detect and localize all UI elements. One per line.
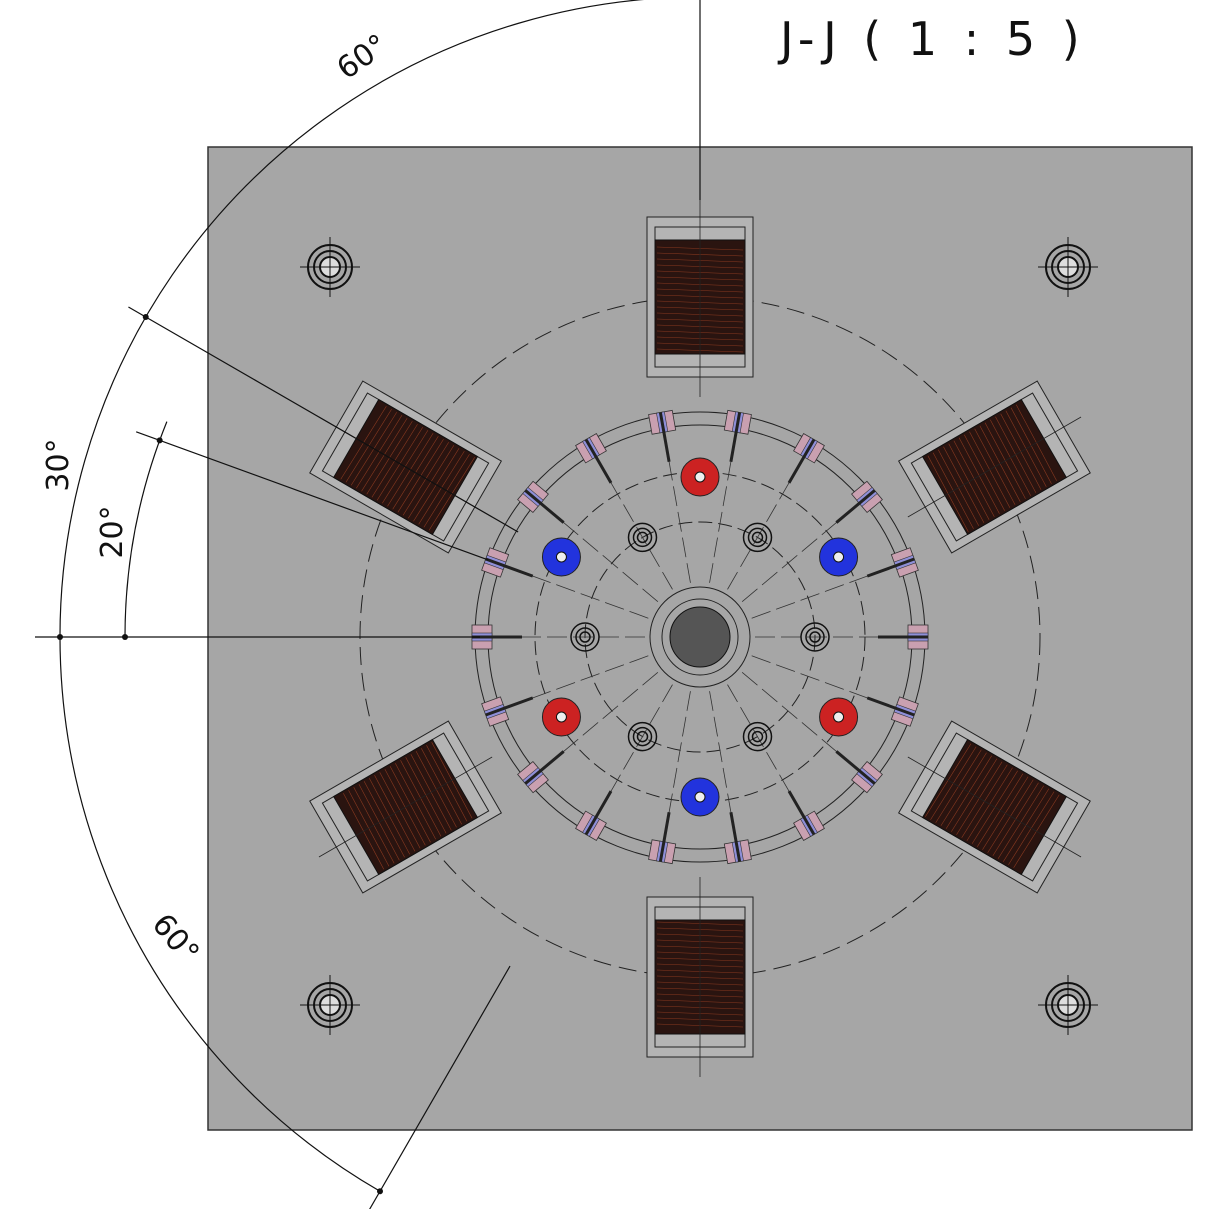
extension-line [135, 431, 489, 561]
hole-core [555, 711, 567, 723]
pin [524, 489, 565, 524]
inner-bolt [627, 522, 658, 553]
extension-line [128, 306, 519, 533]
pin [787, 438, 816, 484]
clamp [481, 547, 534, 578]
coil [309, 720, 503, 894]
clamp [866, 547, 919, 578]
ring [649, 586, 751, 688]
arrow [377, 1188, 383, 1195]
inner-bolt [747, 726, 768, 747]
inner-bolt [809, 631, 821, 643]
pin [835, 489, 876, 524]
inner-bolt [632, 726, 653, 747]
pin [524, 750, 565, 785]
inner-bolt [636, 531, 649, 544]
clamp [575, 790, 613, 842]
clamp [575, 432, 613, 484]
pin [584, 790, 613, 836]
inner-bolt [805, 627, 825, 647]
pin [866, 696, 915, 717]
pin [584, 438, 613, 484]
hole-core [833, 711, 845, 723]
pin [787, 790, 816, 836]
axis [907, 756, 1082, 858]
clamp [517, 750, 565, 794]
dimension-label: 60° [145, 907, 206, 970]
pin [658, 412, 671, 462]
hole-core [694, 471, 706, 483]
inner-bolt [636, 730, 649, 743]
clamp [723, 409, 752, 462]
dimension-arc [59, 0, 646, 1192]
inner-bolt [751, 531, 764, 544]
arrow [122, 634, 128, 640]
pin [729, 812, 742, 862]
coil [897, 380, 1091, 554]
clamp [878, 624, 929, 650]
hole-core [555, 551, 567, 563]
dimension-lines [35, 0, 701, 1209]
coil [646, 877, 754, 1077]
inner-bolt [579, 631, 591, 643]
dimension-arc [124, 421, 168, 638]
inner-bolt [627, 721, 658, 752]
coil [646, 197, 754, 397]
arrow [142, 314, 149, 320]
clamp [835, 480, 883, 524]
view-title: J-J ( 1 : 5 ) [777, 12, 1086, 66]
ring [661, 598, 739, 676]
pin [866, 557, 915, 578]
dimension-label: 60° [331, 28, 395, 87]
clamp [835, 750, 883, 794]
clamp [648, 812, 677, 865]
inner-bolt [575, 627, 595, 647]
clamp [787, 790, 825, 842]
pin [835, 750, 876, 785]
inner-bolt [570, 622, 600, 652]
clamp [787, 432, 825, 484]
inner-bolt [751, 730, 764, 743]
inner-bolt [742, 522, 773, 553]
clamp [723, 812, 752, 865]
arrow [57, 634, 63, 640]
coil [897, 720, 1091, 894]
pin [658, 812, 671, 862]
inner-bolt [800, 622, 830, 652]
clamp [481, 696, 534, 727]
hole-core [694, 791, 706, 803]
inner-bolt [742, 721, 773, 752]
clamp [866, 696, 919, 727]
pin [485, 696, 534, 717]
pin [485, 557, 534, 578]
clamp [471, 624, 522, 650]
clamp [648, 409, 677, 462]
hole-core [833, 551, 845, 563]
hub [669, 606, 731, 668]
axis [907, 416, 1082, 518]
clamp [517, 480, 565, 524]
inner-bolt [632, 527, 653, 548]
dimension-label: 30° [41, 438, 76, 491]
inner-bolt [747, 527, 768, 548]
pin [729, 412, 742, 462]
axis [318, 756, 493, 858]
dimension-label: 20° [95, 505, 130, 558]
arrow [156, 437, 163, 444]
